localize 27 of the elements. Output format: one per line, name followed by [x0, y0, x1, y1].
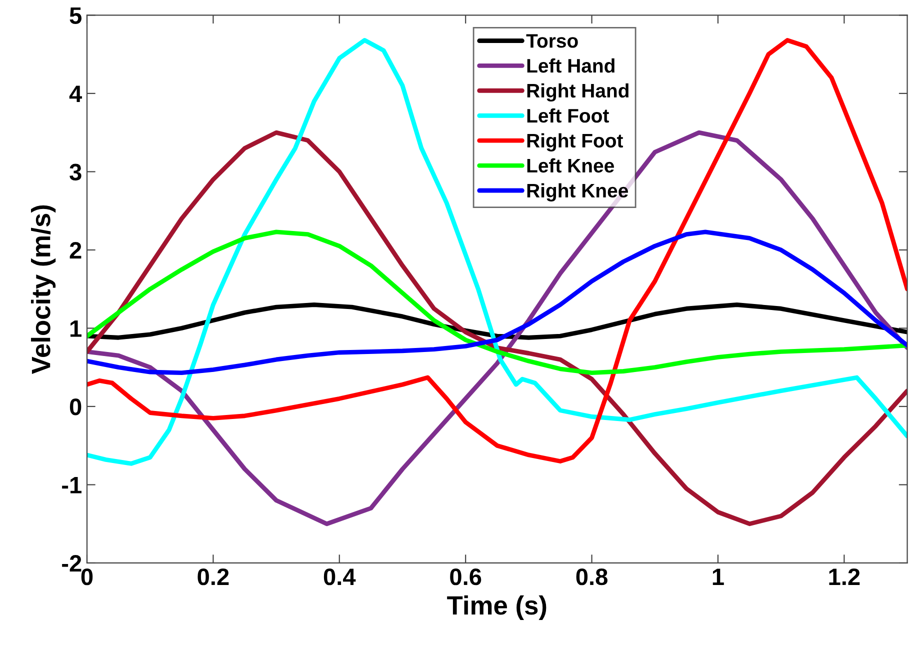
x-tick-label: 0.2	[198, 568, 229, 586]
x-tick-label: 0.4	[324, 568, 356, 586]
y-tick-label: -1	[62, 477, 82, 494]
y-tick-label: 2	[70, 242, 82, 259]
y-tick-label: 5	[70, 7, 82, 24]
legend-label: Right Hand	[527, 83, 628, 102]
line-series	[86, 302, 908, 340]
y-axis-title: Velocity (m/s)	[30, 205, 56, 374]
legend-label: Left Hand	[527, 58, 614, 73]
x-tick-label: 0.8	[576, 568, 608, 586]
line-series	[86, 230, 908, 376]
y-tick-label: 1	[70, 320, 82, 337]
y-tick-label: 0	[70, 398, 82, 416]
legend-label: Right Foot	[527, 133, 623, 152]
x-tick-label: 1.2	[829, 568, 860, 585]
legend-label: Right Knee	[527, 183, 628, 202]
x-tick-label: 1	[712, 568, 724, 585]
y-tick-label: 4	[69, 86, 82, 102]
legend-label: Left Foot	[527, 108, 609, 123]
x-tick-label: 0	[81, 568, 93, 586]
legend-label: Left Knee	[527, 158, 614, 173]
y-tick-label: -2	[62, 555, 82, 572]
y-tick-label: 3	[70, 164, 82, 181]
line-series	[86, 130, 908, 526]
x-axis-title: Time (s)	[447, 595, 546, 620]
x-tick-label: 0.6	[450, 568, 482, 586]
legend-label: Torso	[526, 34, 578, 48]
